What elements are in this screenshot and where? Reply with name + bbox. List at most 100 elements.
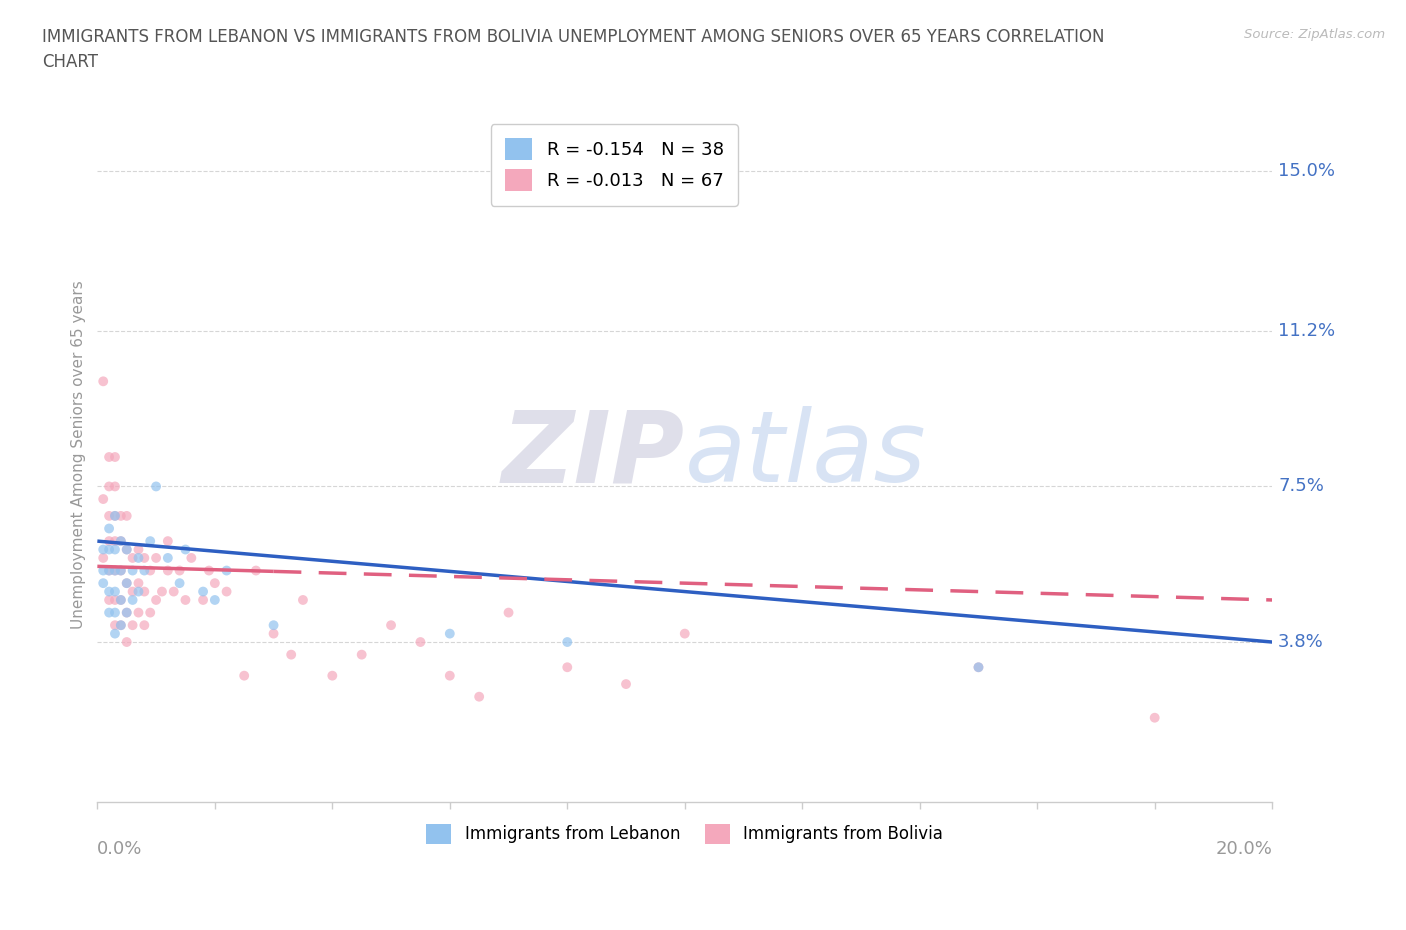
Point [91, 492, 114, 507]
Point [121, 592, 143, 607]
Point [156, 534, 179, 549]
Point [198, 563, 221, 578]
Point [104, 449, 127, 464]
Point [191, 592, 214, 607]
Point [110, 618, 132, 632]
Point [110, 509, 132, 524]
Point [967, 659, 990, 674]
Point [127, 576, 149, 591]
Point [91, 551, 114, 565]
Point [127, 605, 149, 620]
Point [169, 563, 191, 578]
Text: 11.2%: 11.2% [1278, 322, 1336, 339]
Text: 0.0%: 0.0% [97, 840, 143, 858]
Point [110, 592, 132, 607]
Point [98, 592, 121, 607]
Point [104, 509, 127, 524]
Point [98, 584, 121, 599]
Point [91, 542, 114, 557]
Point [134, 551, 156, 565]
Point [263, 618, 285, 632]
Point [233, 669, 256, 684]
Point [98, 563, 121, 578]
Point [110, 563, 132, 578]
Point [121, 563, 143, 578]
Point [280, 647, 302, 662]
Point [139, 605, 162, 620]
Point [145, 551, 167, 565]
Point [191, 584, 214, 599]
Point [174, 542, 197, 557]
Y-axis label: Unemployment Among Seniors over 65 years: Unemployment Among Seniors over 65 years [72, 281, 86, 630]
Point [98, 509, 121, 524]
Point [321, 669, 343, 684]
Point [134, 618, 156, 632]
Point [91, 374, 114, 389]
Point [174, 592, 197, 607]
Point [98, 449, 121, 464]
Point [263, 626, 285, 641]
Point [98, 534, 121, 549]
Point [104, 605, 127, 620]
Point [98, 542, 121, 557]
Point [1143, 711, 1166, 725]
Point [169, 576, 191, 591]
Point [180, 551, 202, 565]
Point [614, 677, 637, 692]
Point [555, 659, 578, 674]
Point [150, 584, 173, 599]
Point [967, 659, 990, 674]
Point [145, 479, 167, 494]
Point [134, 584, 156, 599]
Point [139, 563, 162, 578]
Point [121, 618, 143, 632]
Point [121, 551, 143, 565]
Point [98, 521, 121, 536]
Point [115, 605, 138, 620]
Point [110, 534, 132, 549]
Point [350, 647, 373, 662]
Point [121, 584, 143, 599]
Point [115, 576, 138, 591]
Point [91, 576, 114, 591]
Point [409, 634, 432, 649]
Point [110, 618, 132, 632]
Point [115, 605, 138, 620]
Text: 7.5%: 7.5% [1278, 477, 1324, 496]
Point [127, 584, 149, 599]
Text: 20.0%: 20.0% [1215, 840, 1272, 858]
Text: Source: ZipAtlas.com: Source: ZipAtlas.com [1244, 28, 1385, 41]
Point [468, 689, 491, 704]
Point [104, 618, 127, 632]
Point [104, 509, 127, 524]
Text: 3.8%: 3.8% [1278, 633, 1324, 651]
Text: atlas: atlas [685, 406, 927, 503]
Point [134, 563, 156, 578]
Point [110, 534, 132, 549]
Point [380, 618, 402, 632]
Point [127, 542, 149, 557]
Point [104, 563, 127, 578]
Text: 15.0%: 15.0% [1278, 162, 1336, 180]
Point [98, 605, 121, 620]
Point [673, 626, 696, 641]
Point [163, 584, 186, 599]
Point [139, 534, 162, 549]
Point [156, 551, 179, 565]
Text: IMMIGRANTS FROM LEBANON VS IMMIGRANTS FROM BOLIVIA UNEMPLOYMENT AMONG SENIORS OV: IMMIGRANTS FROM LEBANON VS IMMIGRANTS FR… [42, 28, 1105, 71]
Point [115, 542, 138, 557]
Point [215, 584, 238, 599]
Point [439, 669, 461, 684]
Point [245, 563, 267, 578]
Point [291, 592, 314, 607]
Point [215, 563, 238, 578]
Point [115, 576, 138, 591]
Point [156, 563, 179, 578]
Point [127, 551, 149, 565]
Point [104, 563, 127, 578]
Point [555, 634, 578, 649]
Point [110, 592, 132, 607]
Point [104, 542, 127, 557]
Legend: Immigrants from Lebanon, Immigrants from Bolivia: Immigrants from Lebanon, Immigrants from… [418, 816, 952, 853]
Point [104, 626, 127, 641]
